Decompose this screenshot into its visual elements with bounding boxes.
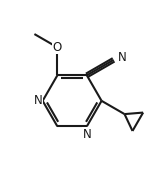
Text: N: N: [34, 94, 43, 107]
Text: N: N: [83, 128, 91, 141]
Text: O: O: [53, 41, 62, 54]
Text: N: N: [118, 51, 127, 64]
